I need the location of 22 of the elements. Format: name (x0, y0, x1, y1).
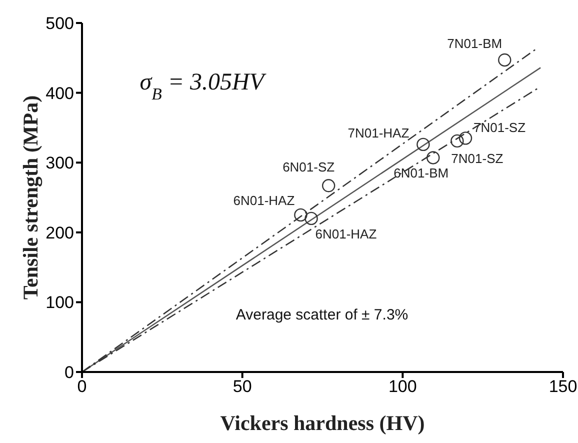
annotation: 7N01-HAZ (348, 125, 410, 140)
y-tick-label: 0 (64, 363, 74, 382)
annotation: 6N01-HAZ (315, 226, 377, 242)
x-tick-label: 0 (77, 377, 87, 396)
y-tick-label: 500 (46, 14, 74, 34)
annotation: 6N01-BM (394, 166, 449, 181)
y-axis-title: Tensile strength (MPa) (18, 95, 42, 300)
x-tick-label: 100 (388, 377, 417, 396)
x-axis-title: Vickers hardness (HV) (220, 411, 425, 435)
annotation: Average scatter of ± 7.3% (236, 306, 408, 324)
annotation: 6N01-HAZ (233, 192, 295, 208)
annotation: 7N01-SZ (474, 120, 526, 136)
x-tick-label: 150 (548, 377, 578, 396)
x-tick-label: 50 (232, 377, 252, 396)
y-tick-label: 300 (46, 154, 74, 173)
y-tick-label: 200 (46, 223, 74, 242)
annotation: 6N01-SZ (282, 160, 335, 175)
y-tick-label: 100 (46, 293, 74, 312)
annotation: σ$_{B}$ = 3.05HV (140, 69, 266, 103)
annotation: 7N01-BM (447, 36, 502, 51)
y-tick-label: 400 (46, 84, 74, 103)
annotation: 7N01-SZ (451, 150, 504, 166)
